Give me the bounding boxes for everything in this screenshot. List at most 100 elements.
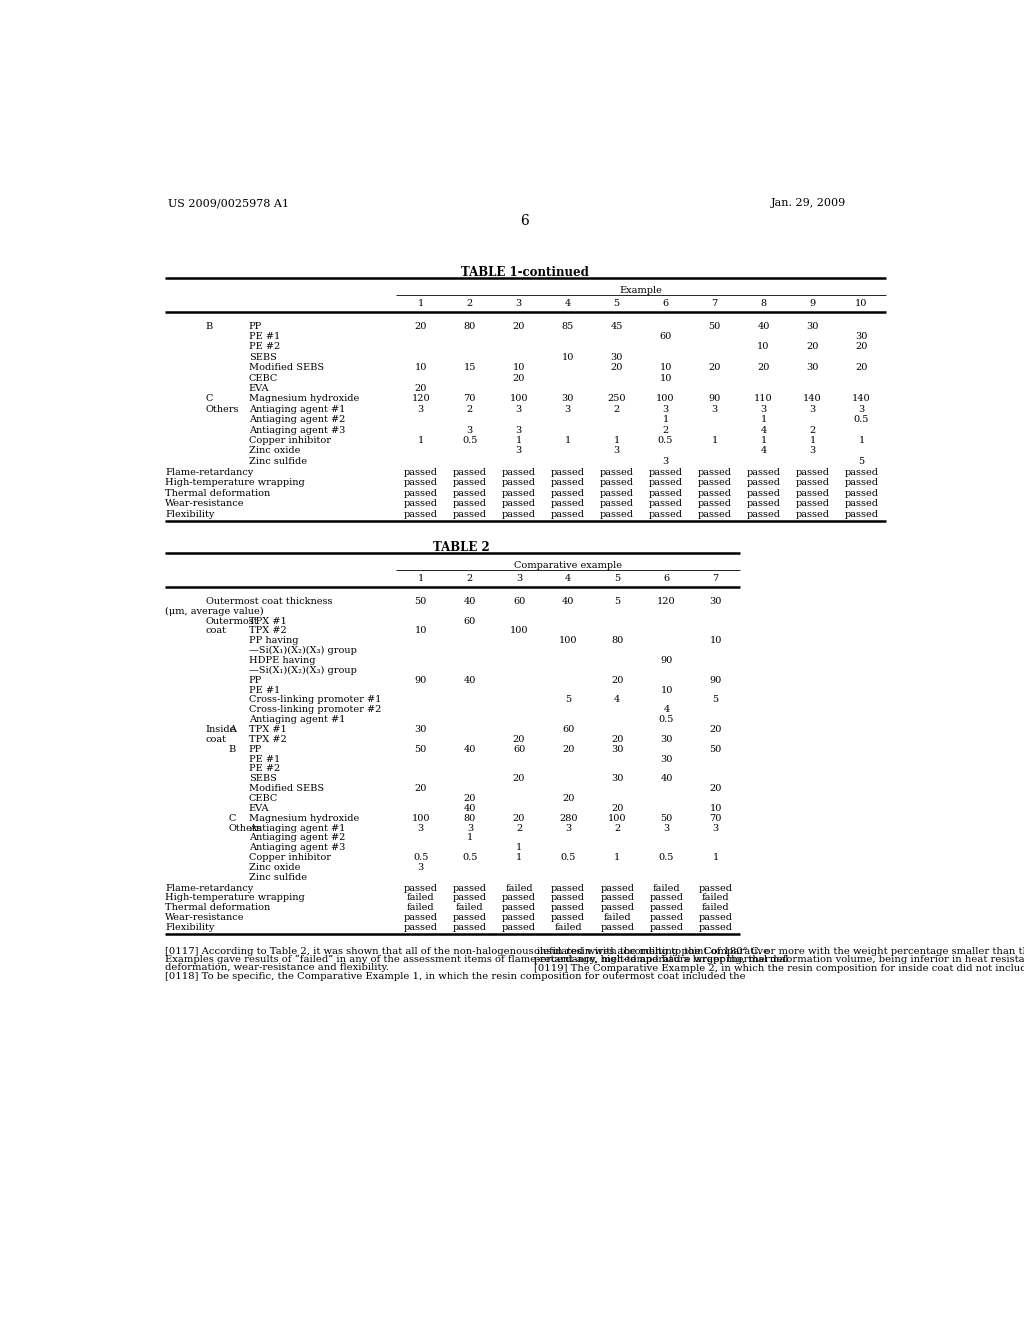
Text: deformation, wear-resistance and flexibility.: deformation, wear-resistance and flexibi… (165, 962, 389, 972)
Text: passed: passed (502, 478, 536, 487)
Text: passed: passed (746, 478, 780, 487)
Text: B: B (206, 322, 213, 330)
Text: 20: 20 (415, 784, 427, 793)
Text: 4: 4 (564, 298, 570, 308)
Text: passed: passed (403, 469, 437, 477)
Text: 1: 1 (467, 833, 473, 842)
Text: 0.5: 0.5 (462, 436, 477, 445)
Text: 1: 1 (613, 436, 620, 445)
Text: Outermost coat thickness: Outermost coat thickness (206, 597, 332, 606)
Text: Cross-linking promoter #1: Cross-linking promoter #1 (249, 696, 381, 705)
Text: 5: 5 (565, 696, 571, 705)
Text: 3: 3 (515, 405, 521, 413)
Text: Others: Others (228, 824, 262, 833)
Text: passed: passed (502, 913, 536, 923)
Text: 120: 120 (657, 597, 676, 606)
Text: Magnesium hydroxide: Magnesium hydroxide (249, 395, 359, 404)
Text: failed: failed (652, 883, 680, 892)
Text: 4: 4 (761, 446, 767, 455)
Text: 45: 45 (610, 322, 623, 330)
Text: US 2009/0025978 A1: US 2009/0025978 A1 (168, 198, 290, 209)
Text: 0.5: 0.5 (560, 853, 575, 862)
Text: 100: 100 (510, 627, 528, 635)
Text: 60: 60 (659, 333, 672, 341)
Text: PP: PP (249, 744, 262, 754)
Text: 10: 10 (758, 342, 770, 351)
Text: coat: coat (206, 735, 226, 744)
Text: 100: 100 (559, 636, 578, 645)
Text: passed: passed (551, 469, 585, 477)
Text: 5: 5 (613, 298, 620, 308)
Text: Wear-resistance: Wear-resistance (165, 499, 245, 508)
Text: PE #1: PE #1 (249, 755, 281, 763)
Text: 4: 4 (565, 574, 571, 583)
Text: 1: 1 (761, 436, 767, 445)
Text: TPX #2: TPX #2 (249, 627, 287, 635)
Text: 3: 3 (418, 863, 424, 873)
Text: Cross-linking promoter #2: Cross-linking promoter #2 (249, 705, 381, 714)
Text: 40: 40 (464, 676, 476, 685)
Text: failed: failed (407, 903, 434, 912)
Text: 20: 20 (710, 725, 722, 734)
Text: Zinc sulfide: Zinc sulfide (249, 457, 307, 466)
Text: 3: 3 (516, 574, 522, 583)
Text: 6: 6 (664, 574, 670, 583)
Text: PP: PP (249, 322, 262, 330)
Text: 30: 30 (660, 755, 673, 763)
Text: 20: 20 (610, 363, 623, 372)
Text: 1: 1 (809, 436, 815, 445)
Text: passed: passed (845, 478, 879, 487)
Text: passed: passed (600, 923, 634, 932)
Text: 1: 1 (761, 416, 767, 424)
Text: Wear-resistance: Wear-resistance (165, 913, 245, 923)
Text: 50: 50 (709, 322, 721, 330)
Text: passed: passed (649, 903, 683, 912)
Text: passed: passed (648, 469, 683, 477)
Text: 30: 30 (611, 744, 624, 754)
Text: PP having: PP having (249, 636, 298, 645)
Text: 1: 1 (418, 298, 424, 308)
Text: 10: 10 (710, 804, 722, 813)
Text: 90: 90 (709, 395, 721, 404)
Text: 250: 250 (607, 395, 626, 404)
Text: 1: 1 (516, 853, 522, 862)
Text: 3: 3 (858, 405, 864, 413)
Text: passed: passed (697, 478, 731, 487)
Text: 20: 20 (512, 322, 524, 330)
Text: Flame-retardancy: Flame-retardancy (165, 469, 254, 477)
Text: 3: 3 (564, 405, 570, 413)
Text: 5: 5 (858, 457, 864, 466)
Text: 1: 1 (712, 436, 718, 445)
Text: 10: 10 (561, 352, 573, 362)
Text: 80: 80 (464, 322, 476, 330)
Text: passed: passed (796, 510, 829, 519)
Text: 5: 5 (614, 597, 621, 606)
Text: HDPE having: HDPE having (249, 656, 315, 665)
Text: 20: 20 (709, 363, 721, 372)
Text: 10: 10 (415, 627, 427, 635)
Text: Modified SEBS: Modified SEBS (249, 784, 324, 793)
Text: passed: passed (502, 903, 536, 912)
Text: Antiaging agent #1: Antiaging agent #1 (249, 824, 345, 833)
Text: passed: passed (648, 478, 683, 487)
Text: passed: passed (502, 923, 536, 932)
Text: —Si(X₁)(X₂)(X₃) group: —Si(X₁)(X₂)(X₃) group (249, 647, 356, 655)
Text: failed: failed (456, 903, 483, 912)
Text: Antiaging agent #1: Antiaging agent #1 (249, 405, 345, 413)
Text: passed: passed (551, 510, 585, 519)
Text: 140: 140 (852, 395, 870, 404)
Text: 60: 60 (464, 616, 476, 626)
Text: 70: 70 (710, 813, 722, 822)
Text: 0.5: 0.5 (658, 715, 674, 725)
Text: 3: 3 (712, 405, 718, 413)
Text: 9: 9 (809, 298, 815, 308)
Text: TABLE 1-continued: TABLE 1-continued (461, 267, 589, 280)
Text: 0.5: 0.5 (413, 853, 428, 862)
Text: passed: passed (403, 499, 437, 508)
Text: 0.5: 0.5 (462, 853, 477, 862)
Text: failed: failed (701, 894, 729, 903)
Text: passed: passed (453, 469, 486, 477)
Text: 3: 3 (515, 446, 521, 455)
Text: 120: 120 (412, 395, 430, 404)
Text: 3: 3 (713, 824, 719, 833)
